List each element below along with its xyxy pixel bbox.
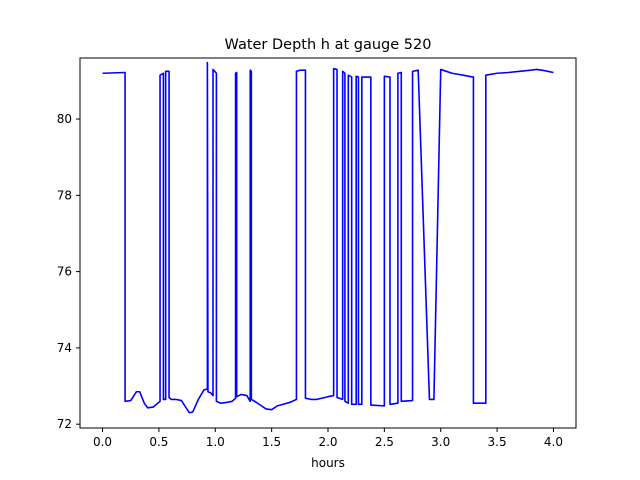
x-axis-label: hours (311, 456, 345, 470)
x-axis: 0.0 0.5 1.0 1.5 2.0 2.5 3.0 3.5 4.0 (93, 428, 563, 449)
y-tick-label: 76 (57, 265, 72, 279)
y-tick-label: 74 (57, 341, 72, 355)
x-tick-label: 3.0 (431, 435, 450, 449)
y-axis: 72 74 76 78 80 (57, 112, 80, 431)
x-tick-label: 0.0 (93, 435, 112, 449)
x-tick-label: 1.0 (206, 435, 225, 449)
y-tick-label: 72 (57, 417, 72, 431)
x-tick-label: 2.5 (375, 435, 394, 449)
y-tick-label: 80 (57, 112, 72, 126)
x-tick-label: 1.5 (262, 435, 281, 449)
chart-title: Water Depth h at gauge 520 (225, 37, 432, 53)
x-tick-label: 4.0 (544, 435, 563, 449)
plot-area (79, 57, 577, 429)
x-tick-label: 0.5 (149, 435, 168, 449)
series-layer (102, 61, 554, 414)
x-tick-label: 2.0 (318, 435, 337, 449)
x-tick-label: 3.5 (488, 435, 507, 449)
series-line (102, 61, 554, 414)
y-tick-label: 78 (57, 188, 72, 202)
